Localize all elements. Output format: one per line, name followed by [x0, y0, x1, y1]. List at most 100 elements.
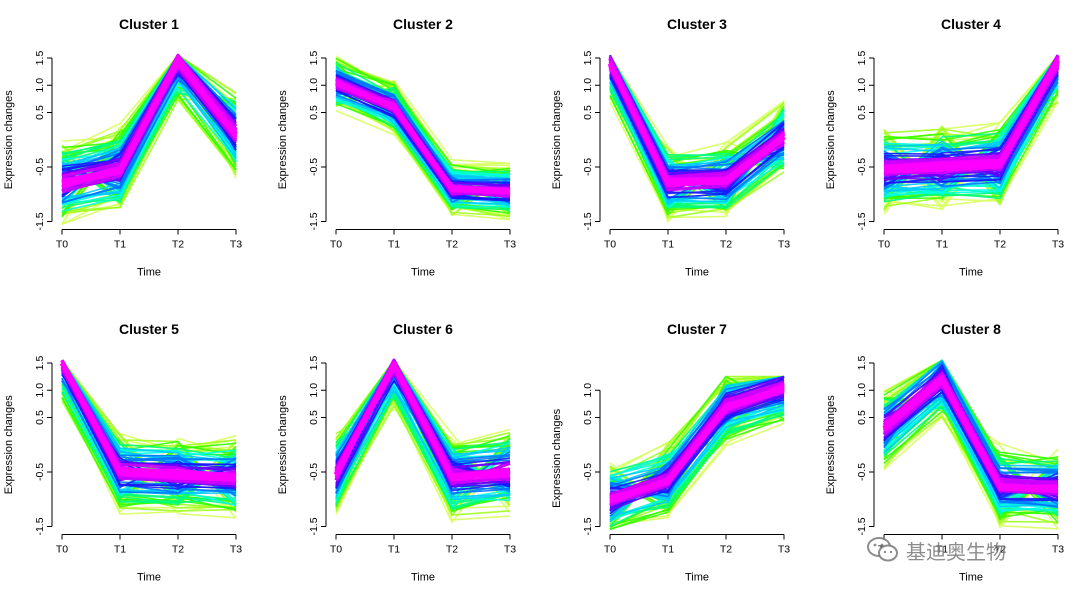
y-tick-label: -0.5 [308, 463, 320, 481]
x-axis-label: Time [411, 267, 435, 279]
chart-title: Cluster 2 [393, 16, 453, 32]
y-tick-label: 1.5 [856, 356, 868, 371]
chart-title: Cluster 4 [941, 16, 1001, 32]
x-tick-label: T3 [230, 544, 242, 556]
y-tick-label: 1.0 [856, 383, 868, 398]
y-axis-label: Expression changes [277, 90, 289, 190]
y-tick-label: 1.5 [856, 51, 868, 66]
centroid-line [61, 58, 238, 186]
y-tick-label: 1.0 [34, 78, 46, 93]
y-tick-label: 1.5 [34, 51, 46, 66]
watermark: 基迪奥生物 [866, 534, 1006, 566]
y-tick-label: -1.5 [34, 212, 46, 230]
profile-lines [61, 53, 238, 225]
y-tick-label: 1.5 [34, 356, 46, 371]
y-tick-label: -1.5 [34, 517, 46, 535]
x-tick-label: T2 [994, 239, 1006, 251]
wechat-icon [867, 537, 898, 562]
y-axis-label: Expression changes [551, 90, 563, 190]
centroid-line [335, 80, 511, 194]
x-tick-label: T2 [720, 239, 732, 251]
y-tick-label: -0.5 [856, 158, 868, 176]
x-axis-label: Time [137, 267, 161, 279]
chart-title: Cluster 8 [941, 321, 1001, 337]
y-tick-label: -1.5 [308, 212, 320, 230]
profile-line [883, 71, 1059, 185]
x-axis-label: Time [959, 572, 983, 584]
profile-line [335, 95, 511, 204]
profile-lines [335, 55, 511, 221]
x-tick-label: T1 [388, 544, 400, 556]
centroid-line [608, 62, 786, 186]
x-tick-label: T1 [662, 544, 674, 556]
x-tick-label: T0 [56, 544, 68, 556]
x-tick-label: T1 [114, 239, 126, 251]
cluster-panel-6: Cluster 6 -1.5 -0.5 0.5 1.0 1.5 Expression cha… [277, 321, 516, 584]
x-tick-label: T2 [994, 544, 1006, 556]
x-tick-label: T1 [388, 239, 400, 251]
x-tick-label: T3 [778, 544, 790, 556]
cluster-panel-3: Cluster 3 -1.5 -0.5 0.5 1.0 1.5 Expression cha… [551, 16, 790, 279]
chart-title: Cluster 6 [393, 321, 453, 337]
cluster-panel-4: Cluster 4 -1.5 -0.5 0.5 1.0 1.5 Expression cha… [825, 16, 1064, 279]
cluster-panel-5: Cluster 5 -1.5 -0.5 0.5 1.0 1.5 Expression cha… [3, 321, 242, 584]
chart-title: Cluster 5 [119, 321, 179, 337]
x-axis-label: Time [411, 572, 435, 584]
centroid-line [60, 361, 237, 480]
x-tick-label: T0 [330, 239, 342, 251]
x-axis-label: Time [959, 267, 983, 279]
y-tick-label: -1.5 [582, 517, 594, 535]
y-tick-label: 0.5 [34, 105, 46, 120]
profile-line [61, 373, 237, 490]
y-axis-label: Expression changes [551, 408, 563, 508]
x-tick-label: T3 [504, 544, 516, 556]
y-tick-label: 1.5 [308, 356, 320, 371]
y-axis-label: Expression changes [3, 395, 15, 495]
y-tick-label: -0.5 [582, 158, 594, 176]
x-tick-label: T3 [1052, 239, 1064, 251]
x-axis-label: Time [137, 572, 161, 584]
x-axis-label: Time [685, 267, 709, 279]
x-tick-label: T1 [114, 544, 126, 556]
y-tick-label: 1.5 [308, 51, 320, 66]
x-tick-label: T1 [662, 239, 674, 251]
x-tick-label: T3 [778, 239, 790, 251]
x-tick-label: T2 [446, 239, 458, 251]
y-tick-label: -1.5 [856, 517, 868, 535]
profile-lines [882, 359, 1059, 530]
x-tick-label: T2 [720, 544, 732, 556]
x-tick-label: T0 [604, 239, 616, 251]
profile-line [883, 359, 1059, 476]
centroid-line [609, 385, 785, 502]
y-tick-label: 1.0 [34, 383, 46, 398]
profile-lines [608, 54, 786, 223]
x-tick-label: T3 [504, 239, 516, 251]
x-tick-label: T0 [604, 544, 616, 556]
x-tick-label: T0 [56, 239, 68, 251]
y-tick-label: -1.5 [582, 212, 594, 230]
y-axis-label: Expression changes [825, 90, 837, 190]
y-tick-label: 0.5 [582, 410, 594, 425]
y-tick-label: 1.0 [582, 383, 594, 398]
x-tick-label: T3 [230, 239, 242, 251]
centroid-line [883, 59, 1060, 173]
y-tick-label: 1.0 [856, 78, 868, 93]
y-tick-label: -1.5 [308, 517, 320, 535]
x-tick-label: T2 [172, 544, 184, 556]
y-tick-label: -0.5 [34, 463, 46, 481]
y-axis-label: Expression changes [825, 395, 837, 495]
cluster-panel-2: Cluster 2 -1.5 -0.5 0.5 1.0 1.5 Expression cha… [277, 16, 516, 279]
y-tick-label: -0.5 [34, 158, 46, 176]
y-tick-label: 0.5 [308, 105, 320, 120]
y-tick-label: -0.5 [856, 463, 868, 481]
y-tick-label: -0.5 [582, 463, 594, 481]
x-tick-label: T2 [446, 544, 458, 556]
profile-lines [334, 358, 511, 524]
x-axis-label: Time [685, 572, 709, 584]
chart-title: Cluster 1 [119, 16, 179, 32]
x-tick-label: T0 [330, 544, 342, 556]
profile-line [883, 361, 1059, 474]
y-axis-label: Expression changes [3, 90, 15, 190]
cluster-panel-1: Cluster 1 -1.5 -0.5 0.5 1.0 1.5 Expression cha… [3, 16, 242, 279]
x-tick-label: T2 [172, 239, 184, 251]
